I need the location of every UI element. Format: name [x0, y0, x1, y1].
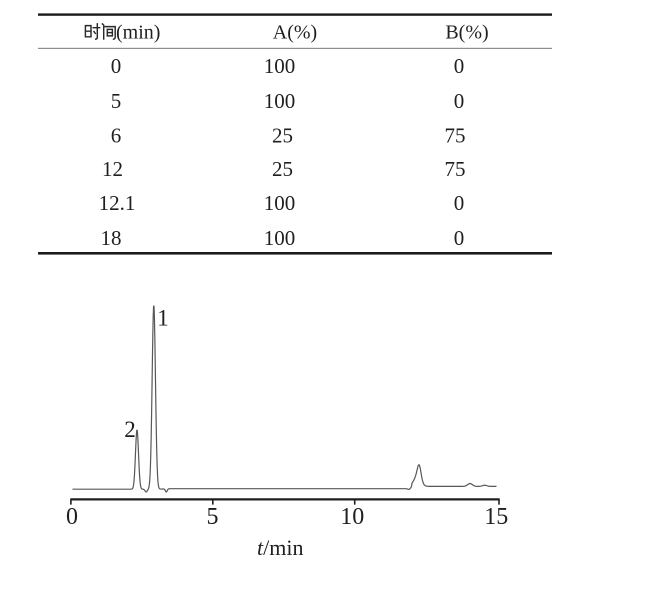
svg-text:100: 100 — [264, 191, 296, 215]
svg-text:75: 75 — [445, 123, 466, 147]
svg-text:10: 10 — [340, 504, 364, 530]
svg-text:0: 0 — [454, 226, 465, 250]
svg-text:0: 0 — [111, 54, 122, 78]
svg-text:5: 5 — [111, 89, 122, 113]
svg-text:A(%): A(%) — [273, 21, 317, 43]
svg-text:B(%): B(%) — [445, 21, 488, 43]
svg-text:12: 12 — [102, 157, 123, 181]
svg-text:12.1: 12.1 — [99, 191, 136, 215]
svg-text:6: 6 — [111, 123, 122, 147]
svg-text:(min): (min) — [116, 21, 160, 43]
svg-text:0: 0 — [454, 89, 465, 113]
svg-text:15: 15 — [484, 504, 508, 530]
svg-text:100: 100 — [264, 89, 296, 113]
svg-text:25: 25 — [272, 123, 293, 147]
svg-text:0: 0 — [454, 191, 465, 215]
svg-text:0: 0 — [66, 504, 78, 530]
svg-text:100: 100 — [264, 226, 296, 250]
svg-text:18: 18 — [101, 226, 122, 250]
svg-text:75: 75 — [445, 157, 466, 181]
svg-text:0: 0 — [454, 54, 465, 78]
svg-text:5: 5 — [207, 504, 219, 530]
svg-text:t/min: t/min — [257, 535, 303, 560]
svg-text:1: 1 — [157, 305, 169, 330]
svg-text:25: 25 — [272, 157, 293, 181]
svg-text:2: 2 — [124, 417, 136, 442]
svg-text:100: 100 — [264, 54, 296, 78]
